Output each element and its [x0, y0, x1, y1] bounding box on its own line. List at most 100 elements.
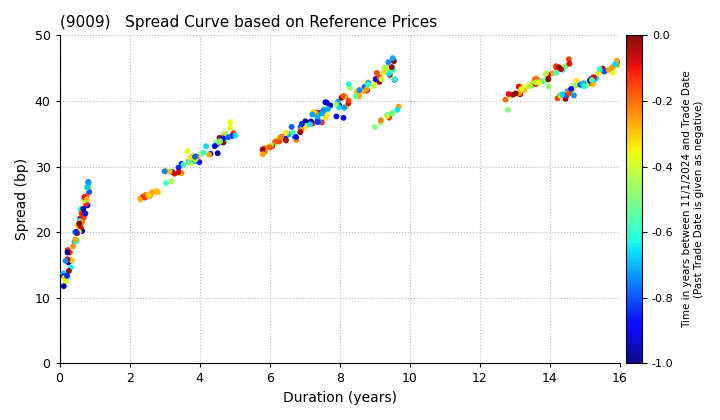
Point — [386, 64, 397, 71]
Point — [567, 87, 578, 93]
Point — [537, 78, 549, 84]
Point — [321, 112, 333, 118]
Point — [61, 273, 73, 279]
Point — [215, 138, 226, 144]
Point — [195, 151, 207, 158]
Point — [350, 93, 361, 100]
Point — [359, 88, 371, 95]
Point — [330, 113, 342, 120]
Point — [343, 100, 354, 107]
Point — [333, 102, 345, 109]
Point — [230, 132, 241, 139]
Point — [522, 83, 534, 89]
Point — [69, 229, 81, 236]
Point — [384, 68, 396, 75]
Point — [597, 65, 608, 72]
Point — [263, 144, 274, 150]
Point — [552, 64, 564, 71]
Point — [310, 110, 322, 117]
Point — [209, 143, 220, 150]
Point — [526, 80, 538, 87]
Point — [598, 68, 610, 74]
Point — [78, 197, 90, 204]
Point — [212, 150, 223, 157]
Point — [343, 97, 354, 104]
Point — [217, 135, 229, 142]
Point — [301, 120, 312, 126]
Point — [559, 95, 571, 102]
Point — [578, 83, 590, 90]
Point — [70, 236, 81, 243]
Point — [528, 80, 539, 87]
Point — [67, 243, 78, 250]
Point — [599, 68, 611, 75]
Point — [531, 77, 543, 84]
Point — [150, 188, 162, 194]
Point — [62, 256, 73, 263]
Point — [66, 258, 77, 265]
Y-axis label: Spread (bp): Spread (bp) — [15, 158, 29, 240]
Point — [81, 196, 93, 203]
Point — [274, 135, 286, 142]
Point — [219, 138, 230, 144]
Point — [336, 94, 347, 101]
Point — [166, 178, 177, 184]
Point — [212, 139, 223, 146]
Point — [189, 158, 201, 165]
Point — [259, 148, 271, 155]
Point — [563, 56, 575, 63]
Point — [63, 259, 74, 265]
Point — [73, 228, 84, 235]
Point — [75, 224, 86, 231]
Point — [71, 228, 82, 235]
Point — [514, 91, 526, 97]
Point — [187, 153, 199, 160]
Point — [588, 76, 600, 83]
Point — [266, 143, 278, 150]
Point — [73, 220, 85, 227]
Point — [598, 68, 609, 74]
Point — [382, 65, 394, 71]
Point — [257, 146, 269, 153]
Point — [78, 205, 89, 212]
Point — [81, 184, 93, 190]
Point — [77, 207, 89, 214]
Point — [500, 96, 511, 103]
Point — [369, 124, 381, 131]
Point — [565, 86, 577, 92]
Point — [66, 257, 77, 263]
Point — [581, 82, 593, 89]
Point — [66, 264, 77, 271]
Point — [332, 98, 343, 105]
Point — [554, 92, 566, 99]
Point — [379, 64, 390, 71]
Point — [530, 81, 541, 87]
Point — [150, 188, 162, 195]
Point — [159, 168, 171, 175]
Point — [71, 237, 83, 244]
Point — [531, 75, 542, 81]
Point — [611, 61, 622, 68]
Point — [189, 153, 201, 160]
Point — [609, 61, 621, 68]
Point — [550, 64, 562, 71]
Point — [77, 208, 89, 215]
Point — [615, 60, 626, 67]
Point — [559, 92, 570, 99]
Point — [529, 76, 541, 83]
Point — [377, 69, 389, 76]
Point — [274, 135, 285, 142]
Point — [362, 79, 374, 86]
Point — [393, 103, 405, 110]
Point — [166, 169, 178, 176]
Point — [359, 84, 370, 90]
Point — [354, 89, 365, 96]
Point — [374, 79, 385, 85]
Point — [375, 119, 387, 126]
Point — [191, 155, 202, 161]
Point — [546, 70, 558, 77]
Point — [81, 184, 93, 191]
Point — [294, 129, 306, 136]
Point — [552, 95, 563, 102]
Point — [320, 99, 331, 105]
